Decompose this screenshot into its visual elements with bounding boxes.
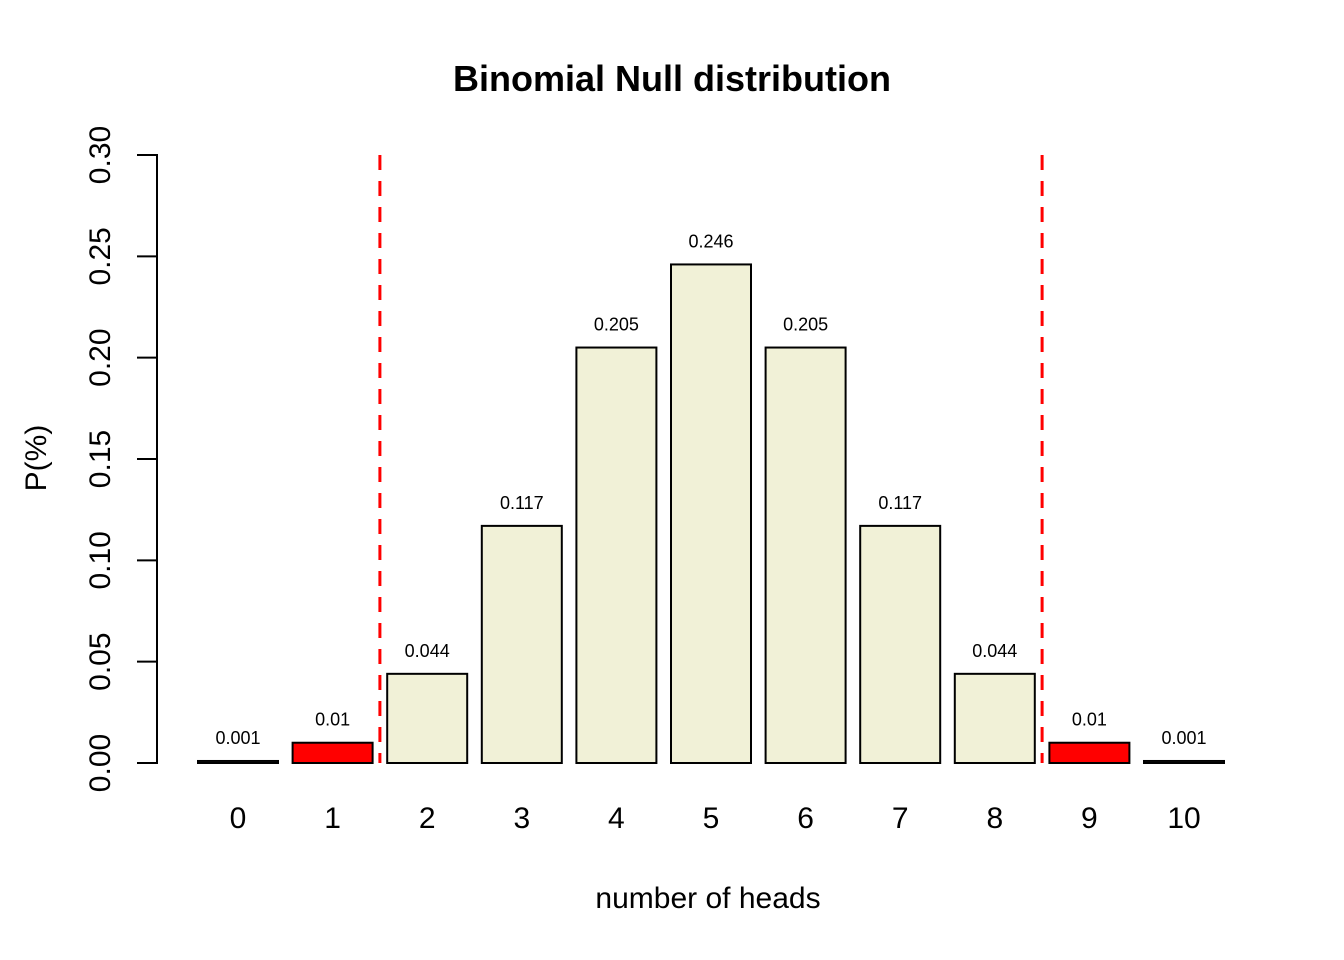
bar (480, 524, 563, 764)
bar-value-label: 0.044 (405, 641, 450, 661)
bar (1048, 741, 1131, 765)
reference-lines-group (378, 155, 1044, 763)
x-tick-label: 5 (703, 802, 720, 835)
bar (197, 759, 279, 764)
y-tick-label: 0.15 (84, 430, 117, 488)
x-tick-label: 4 (608, 802, 625, 835)
bar-value-label: 0.044 (972, 641, 1017, 661)
y-axis-label: P(%) (20, 425, 53, 492)
bar-value-label: 0.246 (688, 231, 733, 251)
bar (386, 672, 469, 764)
bar (764, 346, 847, 764)
x-tick-label: 2 (419, 802, 436, 835)
bars-group (197, 263, 1225, 765)
bar (859, 524, 942, 764)
x-tick-label: 8 (986, 802, 1003, 835)
x-tick-label: 0 (230, 802, 247, 835)
y-tick-label: 0.10 (84, 531, 117, 589)
y-axis: 0.00 0.05 0.10 0.15 0.20 0.25 0.30 (84, 126, 158, 792)
bar (291, 741, 374, 765)
bar (1143, 759, 1225, 764)
x-tick-label: 10 (1167, 802, 1200, 835)
bar-value-label: 0.01 (1072, 710, 1107, 730)
bar (575, 346, 658, 764)
x-tick-label: 1 (324, 802, 341, 835)
bar (670, 263, 752, 764)
x-tick-label: 9 (1081, 802, 1098, 835)
bar-value-labels-group: 0.001 0.01 0.044 0.117 0.205 0.246 0.205 0.117 0… (215, 231, 1206, 748)
x-axis-label: number of heads (595, 882, 820, 915)
bar-value-label: 0.205 (594, 315, 639, 335)
bar-value-label: 0.01 (315, 710, 350, 730)
y-tick-label: 0.30 (84, 126, 117, 184)
bar-value-label: 0.205 (783, 315, 828, 335)
x-tick-label: 3 (513, 802, 530, 835)
bar (953, 672, 1036, 764)
y-tick-label: 0.05 (84, 632, 117, 690)
bar-value-label: 0.001 (1161, 728, 1206, 748)
chart-title: Binomial Null distribution (453, 58, 891, 99)
x-tick-label: 6 (797, 802, 814, 835)
bar-value-label: 0.117 (500, 493, 544, 513)
y-tick-label: 0.25 (84, 227, 117, 285)
x-tick-label: 7 (892, 802, 909, 835)
y-tick-label: 0.00 (84, 734, 117, 792)
bar-value-label: 0.117 (878, 493, 922, 513)
y-tick-label: 0.20 (84, 328, 117, 386)
x-tick-labels-group: 0 1 2 3 4 5 6 7 8 9 10 (230, 802, 1201, 835)
bar-value-label: 0.001 (215, 728, 260, 748)
